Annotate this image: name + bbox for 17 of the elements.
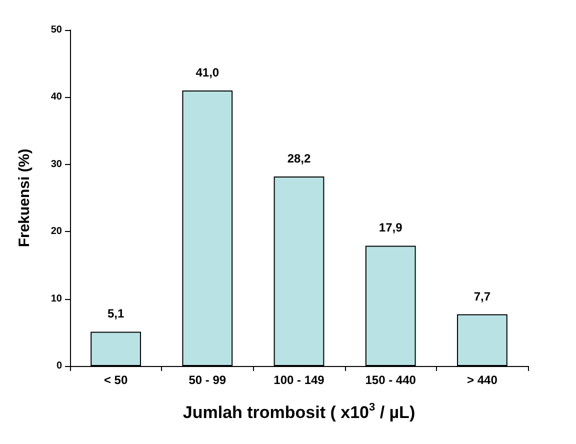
y-tick-label: 0 bbox=[56, 360, 62, 372]
x-tick-label: 50 - 99 bbox=[188, 373, 226, 387]
data-label: 5,1 bbox=[107, 306, 124, 321]
y-tick-label: 20 bbox=[50, 226, 62, 238]
data-label: 41,0 bbox=[196, 65, 220, 80]
x-tick-label: < 50 bbox=[104, 373, 128, 387]
x-tick-label: 150 - 440 bbox=[365, 373, 416, 387]
y-tick-label: 10 bbox=[50, 293, 62, 304]
data-label: 7,7 bbox=[474, 289, 491, 304]
data-label: 28,2 bbox=[287, 151, 311, 166]
y-tick-label: 40 bbox=[50, 92, 62, 103]
data-label: 17,9 bbox=[378, 220, 403, 235]
x-tick-label: 100 - 149 bbox=[274, 373, 325, 387]
x-tick-label: > 440 bbox=[467, 373, 498, 387]
y-tick-label: 30 bbox=[50, 158, 62, 170]
y-axis-title: Frekuensi (%) bbox=[16, 148, 33, 248]
y-tick-label: 50 bbox=[50, 24, 62, 36]
